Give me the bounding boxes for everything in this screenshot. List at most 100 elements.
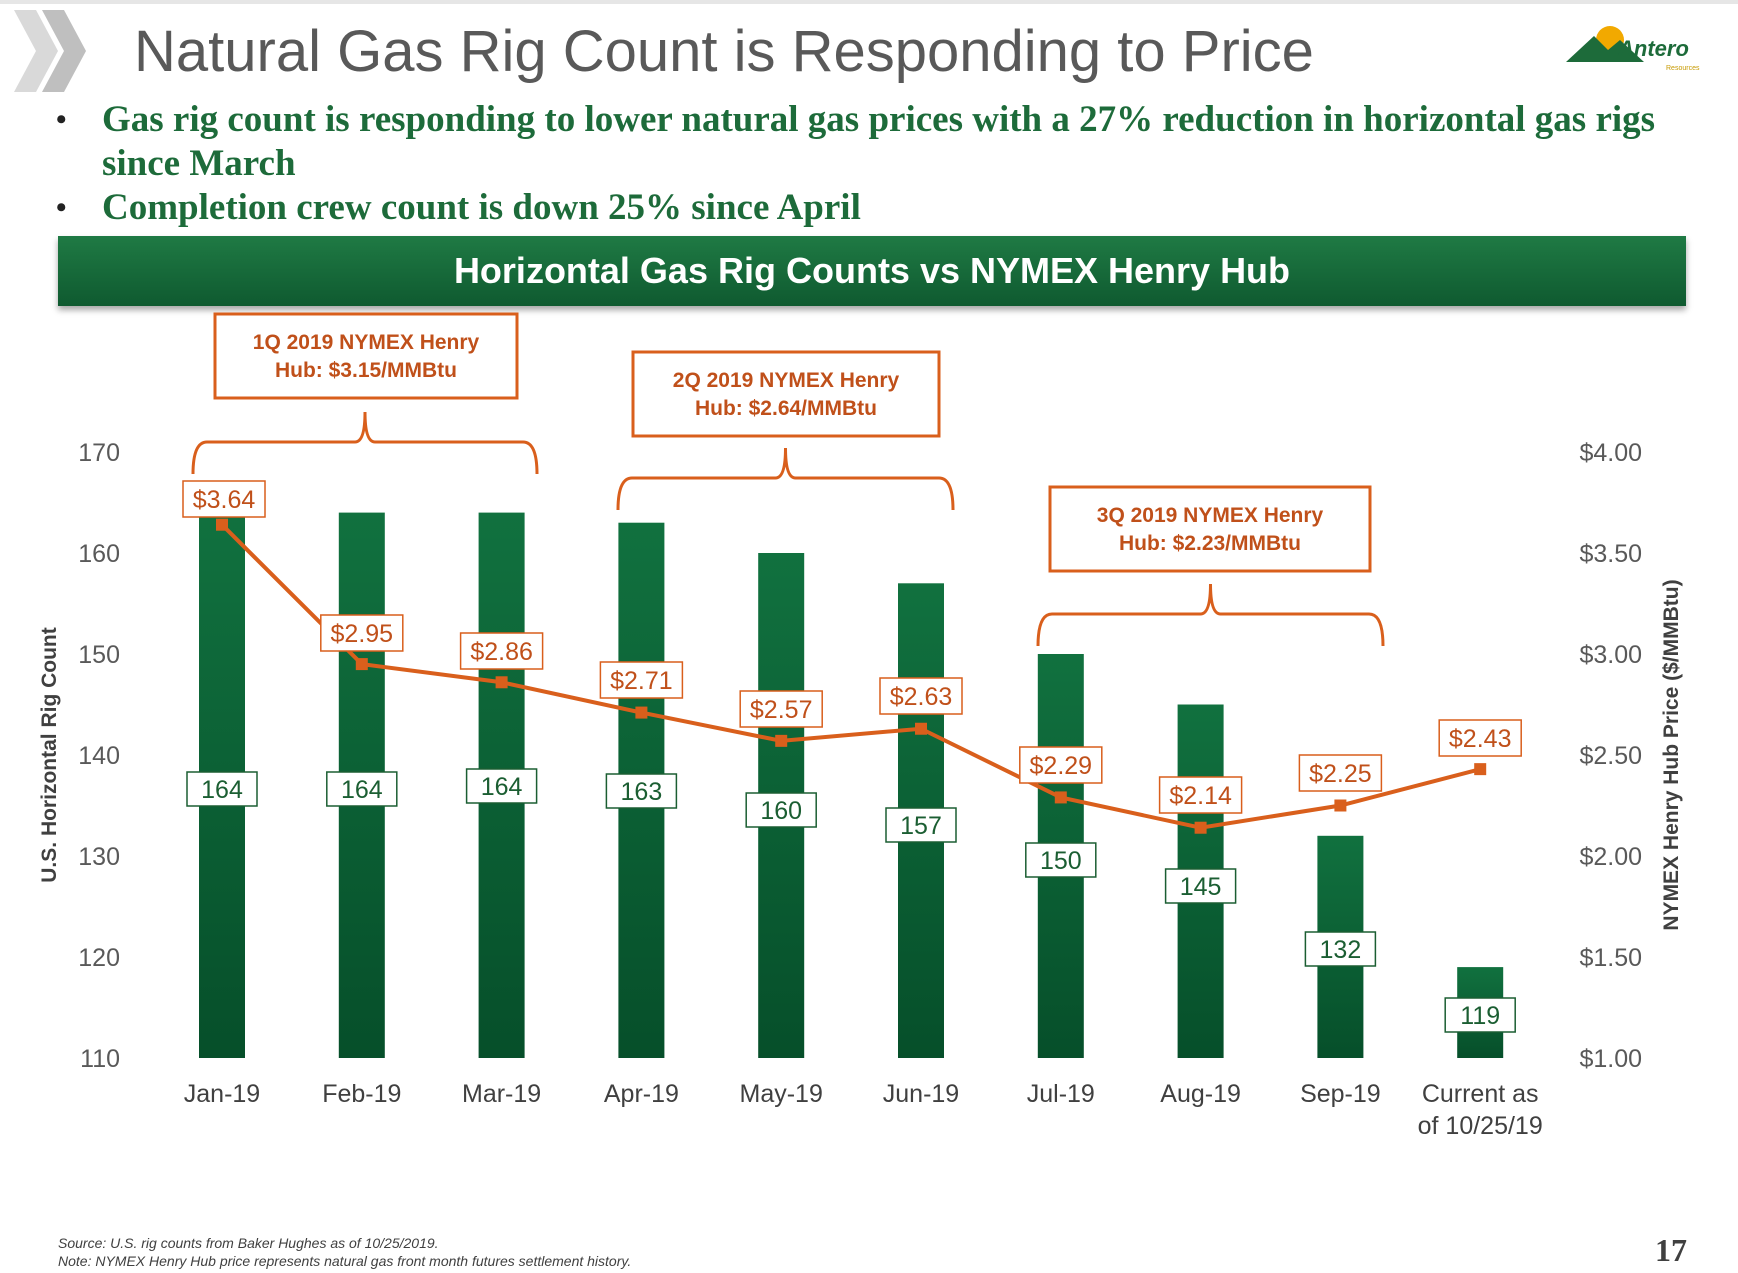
y2-axis-tick-label: $3.50 [1579, 540, 1642, 568]
slide-title: Natural Gas Rig Count is Responding to P… [134, 19, 1314, 84]
quarter-callout-text: Hub: $2.64/MMBtu [695, 397, 877, 420]
bar-value-label: 119 [1460, 1002, 1500, 1030]
quarter-callout-text: 3Q 2019 NYMEX Henry [1097, 504, 1324, 527]
logo-mountain-icon [1566, 36, 1644, 62]
price-value-label: $2.63 [890, 683, 953, 711]
price-marker [775, 734, 788, 747]
bullet-marker: • [56, 103, 67, 136]
y2-axis-title: NYMEX Henry Hub Price ($/MMBtu) [1660, 579, 1683, 930]
price-value-label-box [182, 480, 266, 518]
quarter-callout-text: Hub: $2.23/MMBtu [1119, 532, 1301, 555]
bar-value-label-box [1444, 997, 1516, 1033]
y2-axis-tick-label: $3.00 [1579, 641, 1642, 669]
y-axis-tick-label: 120 [78, 944, 120, 972]
price-value-label: $2.29 [1030, 752, 1093, 780]
price-marker [635, 706, 648, 719]
x-axis-tick-label: Jan-19 [184, 1080, 260, 1108]
y2-axis-tick-label: $1.00 [1579, 1045, 1642, 1073]
footnote-source: Source: U.S. rig counts from Baker Hughe… [58, 1235, 439, 1251]
price-value-label-box [320, 614, 404, 652]
quarter-callout-text: Hub: $3.15/MMBtu [275, 359, 457, 382]
price-marker [915, 722, 927, 735]
price-value-label: $2.71 [610, 667, 673, 695]
rig-count-price-chart: 110 120 130 140 150 160 170 $1.00 $1.50 $2.00 $2.5… [38, 312, 1683, 1140]
y-axis-tick-label: 140 [78, 742, 120, 770]
price-marker [1334, 799, 1347, 812]
quarter-callout-box [1048, 485, 1372, 573]
price-value-label-box [739, 690, 823, 728]
bar-value-label-box [186, 771, 258, 807]
bullet-item: • Gas rig count is responding to lower n… [50, 98, 1700, 186]
antero-logo: Antero Resources [1566, 26, 1700, 72]
x-axis-tick-label: Jul-19 [1027, 1080, 1095, 1108]
y-axis-tick-label: 160 [78, 540, 120, 568]
price-marker [355, 658, 368, 671]
y2-axis-tick-label: $2.50 [1579, 742, 1642, 770]
bar-value-label-box [1025, 842, 1097, 878]
bar-value-label-box [745, 792, 817, 828]
x-axis-tick-label: Aug-19 [1160, 1080, 1241, 1108]
chart-title-banner: Horizontal Gas Rig Counts vs NYMEX Henry… [58, 236, 1686, 306]
x-axis-tick-label: Mar-19 [462, 1080, 541, 1108]
price-value-label-box [459, 632, 544, 670]
bar-value-label: 164 [481, 773, 523, 801]
bar-value-label-box [465, 768, 538, 804]
bar-value-label: 150 [1040, 847, 1082, 875]
bar-value-label-box [1304, 931, 1377, 967]
x-axis-tick-label: Jun-19 [883, 1080, 959, 1108]
bullet-text: Gas rig count is responding to lower nat… [102, 99, 1656, 184]
x-axis-tick-label: of 10/25/19 [1418, 1112, 1543, 1140]
bar-value-label: 164 [341, 776, 383, 804]
price-marker [216, 518, 228, 531]
price-value-label: $2.57 [750, 696, 813, 724]
y-axis-title: U.S. Horizontal Rig Count [38, 627, 61, 882]
quarter-callout-box [213, 312, 519, 400]
top-rule [0, 0, 1738, 4]
x-axis-tick-label: Apr-19 [604, 1080, 679, 1108]
footnote-note: Note: NYMEX Henry Hub price represents n… [58, 1253, 632, 1269]
quarter-bracket [1036, 583, 1385, 647]
x-axis-tick-label: Current as [1422, 1080, 1539, 1108]
page-number: 17 [1655, 1232, 1687, 1268]
bar-value-label: 132 [1320, 936, 1362, 964]
price-value-label-box [1438, 719, 1522, 757]
y2-axis-tick-label: $1.50 [1579, 944, 1642, 972]
y2-axis-tick-label: $2.00 [1579, 843, 1642, 871]
logo-text: Antero [1617, 36, 1689, 61]
price-value-label: $2.14 [1169, 782, 1232, 810]
bar-value-label-box [885, 807, 957, 843]
bullet-list: • Gas rig count is responding to lower n… [50, 98, 1700, 230]
x-axis-tick-label: Feb-19 [322, 1080, 401, 1108]
footnotes: Source: U.S. rig counts from Baker Hughe… [58, 1234, 631, 1270]
bar-value-label: 160 [760, 797, 802, 825]
bullet-marker: • [56, 191, 67, 224]
quarter-bracket [616, 447, 955, 511]
quarter-callout-text: 1Q 2019 NYMEX Henry [253, 331, 480, 354]
price-value-label-box [1158, 776, 1243, 814]
price-value-label-box [1019, 746, 1103, 784]
y2-axis-tick-label: $4.00 [1579, 439, 1642, 467]
chevron-arrows-icon [14, 10, 86, 92]
logo-subtext: Resources [1666, 65, 1700, 72]
bar-value-label-box [605, 773, 678, 809]
x-axis-tick-label: May-19 [740, 1080, 823, 1108]
y-axis-tick-label: 130 [78, 843, 120, 871]
bar-value-label: 145 [1180, 873, 1222, 901]
price-value-label: $2.95 [331, 620, 394, 648]
y-axis-tick-label: 150 [78, 641, 120, 669]
price-line [220, 523, 1481, 830]
price-marker [1054, 791, 1067, 804]
price-value-label: $2.86 [470, 638, 533, 666]
price-marker [495, 676, 508, 689]
bar-value-label: 163 [621, 778, 663, 806]
price-marker [1194, 821, 1207, 834]
quarter-bracket [191, 411, 539, 475]
price-value-label: $3.64 [193, 486, 256, 514]
bar-value-label-box [326, 771, 398, 807]
bar-value-label: 157 [900, 812, 942, 840]
y-axis-tick-label: 170 [78, 439, 120, 467]
quarter-callout-text: 2Q 2019 NYMEX Henry [673, 369, 900, 392]
x-axis-tick-label: Sep-19 [1300, 1080, 1381, 1108]
price-value-label-box [1298, 754, 1383, 792]
bullet-item: • Completion crew count is down 25% sinc… [50, 186, 1700, 230]
